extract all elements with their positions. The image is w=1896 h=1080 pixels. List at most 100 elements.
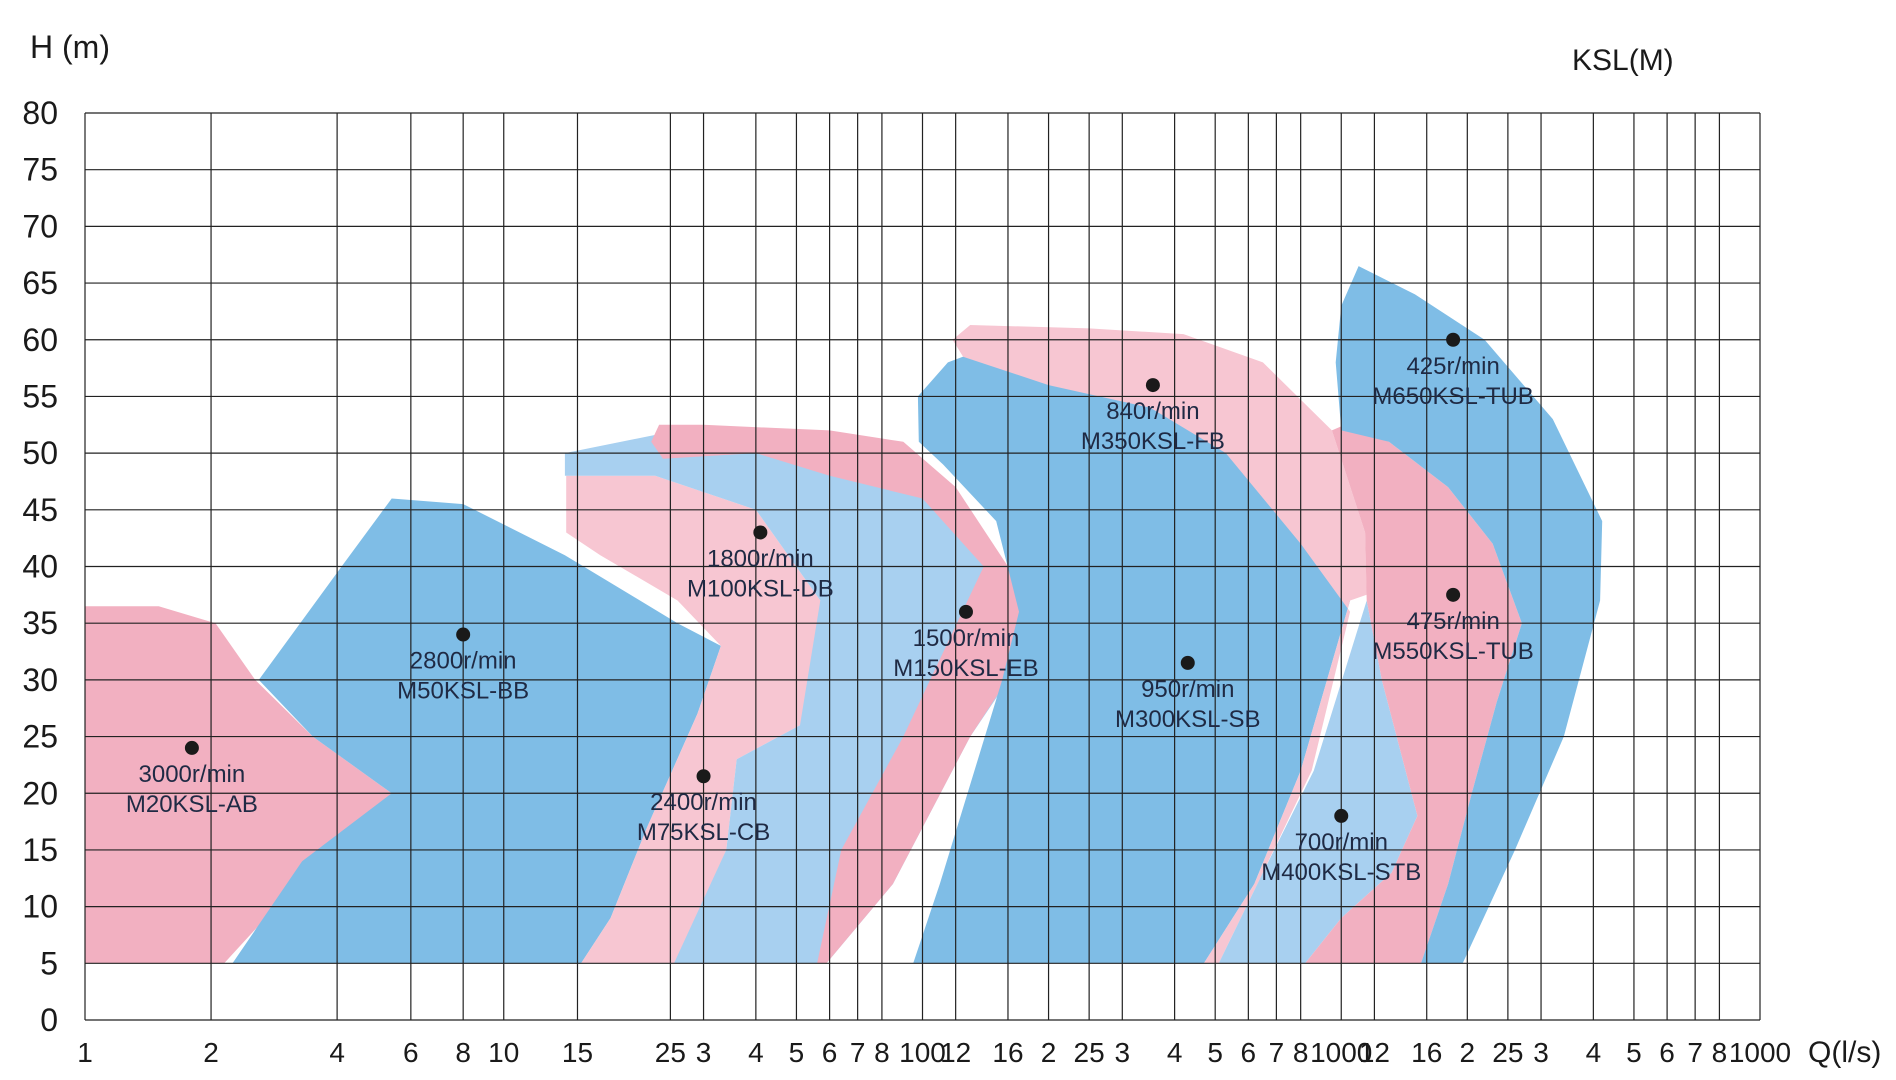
y-tick-label: 60 bbox=[22, 322, 58, 358]
speed-label: 1500r/min bbox=[913, 625, 1020, 652]
x-tick-label: 2 bbox=[203, 1037, 219, 1068]
x-tick-label: 5 bbox=[1207, 1037, 1223, 1068]
model-label: M550KSL-TUB bbox=[1372, 638, 1533, 665]
model-label: M650KSL-TUB bbox=[1372, 383, 1533, 410]
x-tick-label: 2 bbox=[1041, 1037, 1057, 1068]
x-tick-label: 6 bbox=[1241, 1037, 1257, 1068]
operating-point-m50ksl-bb bbox=[456, 627, 471, 642]
x-tick-label: 1000 bbox=[1310, 1037, 1372, 1068]
y-tick-label: 0 bbox=[40, 1002, 58, 1038]
x-tick-label: 12 bbox=[1359, 1037, 1390, 1068]
speed-label: 950r/min bbox=[1141, 676, 1234, 703]
x-tick-label: 16 bbox=[1411, 1037, 1442, 1068]
x-tick-label: 7 bbox=[1687, 1037, 1703, 1068]
y-tick-label: 15 bbox=[22, 832, 58, 868]
x-tick-label: 4 bbox=[329, 1037, 345, 1068]
operating-point-m550ksl-tub bbox=[1446, 587, 1461, 602]
x-tick-label: 25 bbox=[1492, 1037, 1523, 1068]
y-tick-label: 55 bbox=[22, 378, 58, 414]
y-axis-ticks: 0 5 10 15 20 25 30 35 40 45 50 55 60 65 70 75 80 bbox=[22, 95, 58, 1038]
x-tick-label: 2 bbox=[1460, 1037, 1476, 1068]
y-tick-label: 40 bbox=[22, 549, 58, 585]
operating-point-m100ksl-db bbox=[753, 525, 768, 540]
x-tick-label: 5 bbox=[1626, 1037, 1642, 1068]
x-tick-label: 1 bbox=[77, 1037, 93, 1068]
x-tick-label: 15 bbox=[562, 1037, 593, 1068]
x-tick-label: 1000 bbox=[1729, 1037, 1791, 1068]
speed-label: 3000r/min bbox=[139, 761, 246, 788]
region-m75ksl-cb bbox=[566, 475, 850, 964]
grid bbox=[84, 112, 1761, 1021]
speed-label: 700r/min bbox=[1295, 829, 1388, 856]
x-tick-label: 7 bbox=[850, 1037, 866, 1068]
speed-label: 1800r/min bbox=[707, 545, 814, 572]
x-tick-label: 16 bbox=[992, 1037, 1023, 1068]
y-tick-label: 25 bbox=[22, 719, 58, 755]
operating-point-m400ksl-stb bbox=[1334, 808, 1349, 823]
model-label: M400KSL-STB bbox=[1261, 859, 1421, 886]
model-label: M20KSL-AB bbox=[126, 791, 258, 818]
x-tick-label: 8 bbox=[1712, 1037, 1728, 1068]
speed-label: 2400r/min bbox=[650, 789, 757, 816]
region-m50ksl-bb bbox=[232, 498, 721, 964]
model-label: M100KSL-DB bbox=[687, 575, 834, 602]
y-axis-title: H (m) bbox=[30, 29, 110, 65]
x-tick-label: 8 bbox=[1293, 1037, 1309, 1068]
x-tick-label: 4 bbox=[1586, 1037, 1602, 1068]
x-tick-label: 5 bbox=[789, 1037, 805, 1068]
model-label: M350KSL-FB bbox=[1081, 428, 1225, 455]
y-tick-label: 70 bbox=[22, 208, 58, 244]
y-tick-label: 65 bbox=[22, 265, 58, 301]
y-tick-label: 5 bbox=[40, 945, 58, 981]
operating-point-m150ksl-eb bbox=[958, 604, 973, 619]
x-tick-label: 4 bbox=[1167, 1037, 1183, 1068]
speed-label: 425r/min bbox=[1406, 353, 1499, 380]
x-tick-label: 4 bbox=[748, 1037, 764, 1068]
operating-point-m300ksl-sb bbox=[1180, 655, 1195, 670]
region-m400ksl-stb bbox=[1218, 600, 1418, 964]
x-tick-label: 10 bbox=[488, 1037, 519, 1068]
region-m650ksl-tub bbox=[1335, 266, 1603, 964]
x-tick-label: 8 bbox=[455, 1037, 471, 1068]
y-tick-label: 20 bbox=[22, 775, 58, 811]
y-tick-label: 30 bbox=[22, 662, 58, 698]
operating-point-m650ksl-tub bbox=[1446, 332, 1461, 347]
x-tick-label: 25 bbox=[1074, 1037, 1105, 1068]
region-m300ksl-sb bbox=[913, 334, 1351, 964]
x-tick-label: 6 bbox=[1659, 1037, 1675, 1068]
x-tick-label: 3 bbox=[1115, 1037, 1131, 1068]
y-tick-label: 80 bbox=[22, 95, 58, 131]
region-m150ksl-eb bbox=[651, 424, 1030, 964]
x-axis-title: Q(l/s) bbox=[1808, 1036, 1881, 1069]
model-label: M50KSL-BB bbox=[397, 678, 529, 705]
y-tick-label: 50 bbox=[22, 435, 58, 471]
operating-point-m20ksl-ab bbox=[184, 740, 199, 755]
x-tick-label: 6 bbox=[822, 1037, 838, 1068]
speed-label: 2800r/min bbox=[410, 648, 517, 675]
x-tick-label: 7 bbox=[1269, 1037, 1285, 1068]
series-label: KSL(M) bbox=[1572, 44, 1674, 77]
y-tick-label: 35 bbox=[22, 605, 58, 641]
pump-regions bbox=[85, 266, 1603, 964]
x-tick-label: 3 bbox=[1533, 1037, 1549, 1068]
model-label: M300KSL-SB bbox=[1115, 706, 1260, 733]
y-tick-label: 10 bbox=[22, 889, 58, 925]
pump-labels: 3000r/min M20KSL-AB 2800r/min M50KSL-BB 2400… bbox=[126, 332, 1534, 886]
region-m350ksl-fb bbox=[952, 325, 1367, 964]
speed-label: 840r/min bbox=[1106, 398, 1199, 425]
x-tick-label: 3 bbox=[696, 1037, 712, 1068]
region-m20ksl-ab bbox=[85, 606, 392, 964]
x-tick-label: 25 bbox=[655, 1037, 686, 1068]
x-tick-label: 12 bbox=[940, 1037, 971, 1068]
y-tick-label: 45 bbox=[22, 492, 58, 528]
speed-label: 475r/min bbox=[1406, 608, 1499, 635]
operating-point-m75ksl-cb bbox=[696, 769, 711, 784]
x-tick-label: 8 bbox=[874, 1037, 890, 1068]
model-label: M75KSL-CB bbox=[637, 819, 770, 846]
operating-point-m350ksl-fb bbox=[1145, 378, 1160, 393]
y-tick-label: 75 bbox=[22, 152, 58, 188]
model-label: M150KSL-EB bbox=[893, 655, 1038, 682]
x-tick-label: 6 bbox=[403, 1037, 419, 1068]
x-tick-label: 100 bbox=[899, 1037, 946, 1068]
